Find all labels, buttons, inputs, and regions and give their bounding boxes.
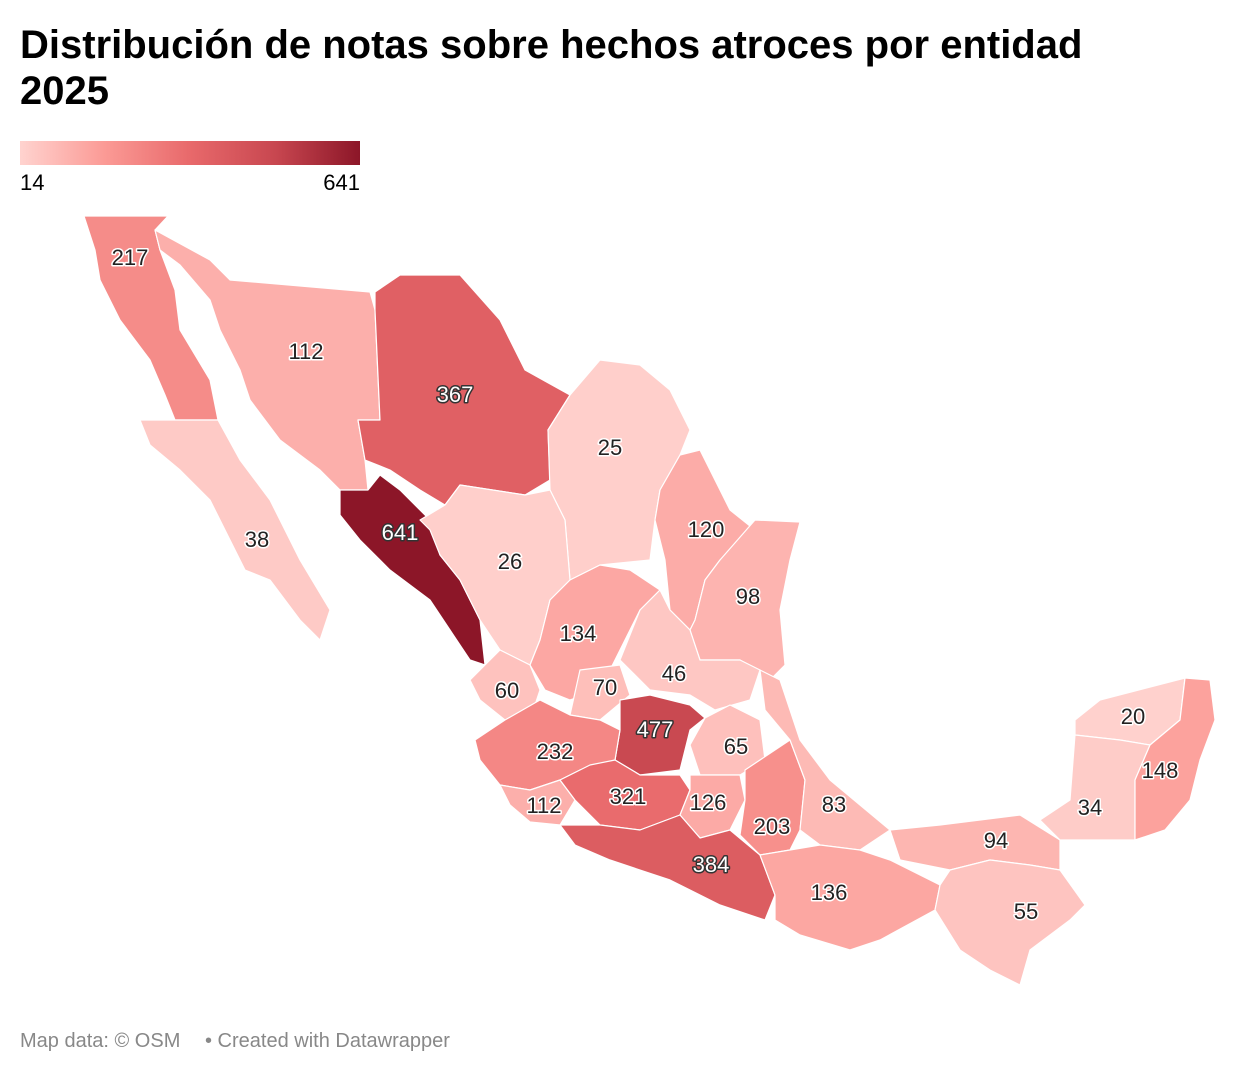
region-label: 148 — [1142, 758, 1179, 783]
region-label: 60 — [495, 678, 519, 703]
region-labels: 217 112 367 25 38 641 26 120 98 134 46 60 70 477 65 232… — [110, 244, 1180, 926]
region-label: 120 — [688, 517, 725, 542]
region — [339, 474, 486, 666]
credit: • Created with Datawrapper — [205, 1030, 450, 1052]
region-label: 217 — [112, 245, 149, 270]
region-label: 136 — [811, 880, 848, 905]
region-label: 98 — [736, 584, 760, 609]
legend-min: 14 — [20, 170, 44, 195]
region-label: 25 — [598, 435, 622, 460]
region-label: 232 — [537, 739, 574, 764]
region — [139, 419, 331, 641]
region — [889, 814, 1061, 871]
region — [83, 215, 219, 421]
region-label: 34 — [1078, 795, 1102, 820]
chart-title: Distribución de notas sobre hechos atroc… — [20, 23, 1083, 113]
region-label: 203 — [754, 814, 791, 839]
region — [499, 779, 576, 826]
region — [569, 664, 631, 721]
region-label: 134 — [560, 621, 597, 646]
region — [1039, 734, 1151, 841]
region — [1134, 677, 1216, 841]
region-label: 94 — [984, 828, 1008, 853]
region-label: 641 — [382, 520, 419, 545]
region-label: 65 — [724, 734, 748, 759]
region-label: 321 — [610, 784, 647, 809]
source: Map data: © OSM — [20, 1030, 181, 1052]
region-label: 126 — [690, 790, 727, 815]
region-label: 477 — [637, 717, 674, 742]
region-label: 46 — [662, 661, 686, 686]
region-label: 83 — [822, 792, 846, 817]
region — [934, 859, 1086, 986]
region — [619, 589, 761, 711]
region-label: 70 — [593, 675, 617, 700]
region-label: 20 — [1121, 704, 1145, 729]
legend-gradient — [20, 141, 360, 165]
region-label: 112 — [288, 339, 323, 364]
legend-max: 641 — [323, 170, 360, 195]
region-label: 38 — [245, 527, 269, 552]
region-label: 26 — [498, 549, 522, 574]
region-label: 112 — [526, 793, 561, 818]
region-label: 55 — [1014, 899, 1038, 924]
regions — [83, 215, 1216, 986]
region-label: 367 — [437, 382, 474, 407]
region-label: 384 — [693, 852, 730, 877]
